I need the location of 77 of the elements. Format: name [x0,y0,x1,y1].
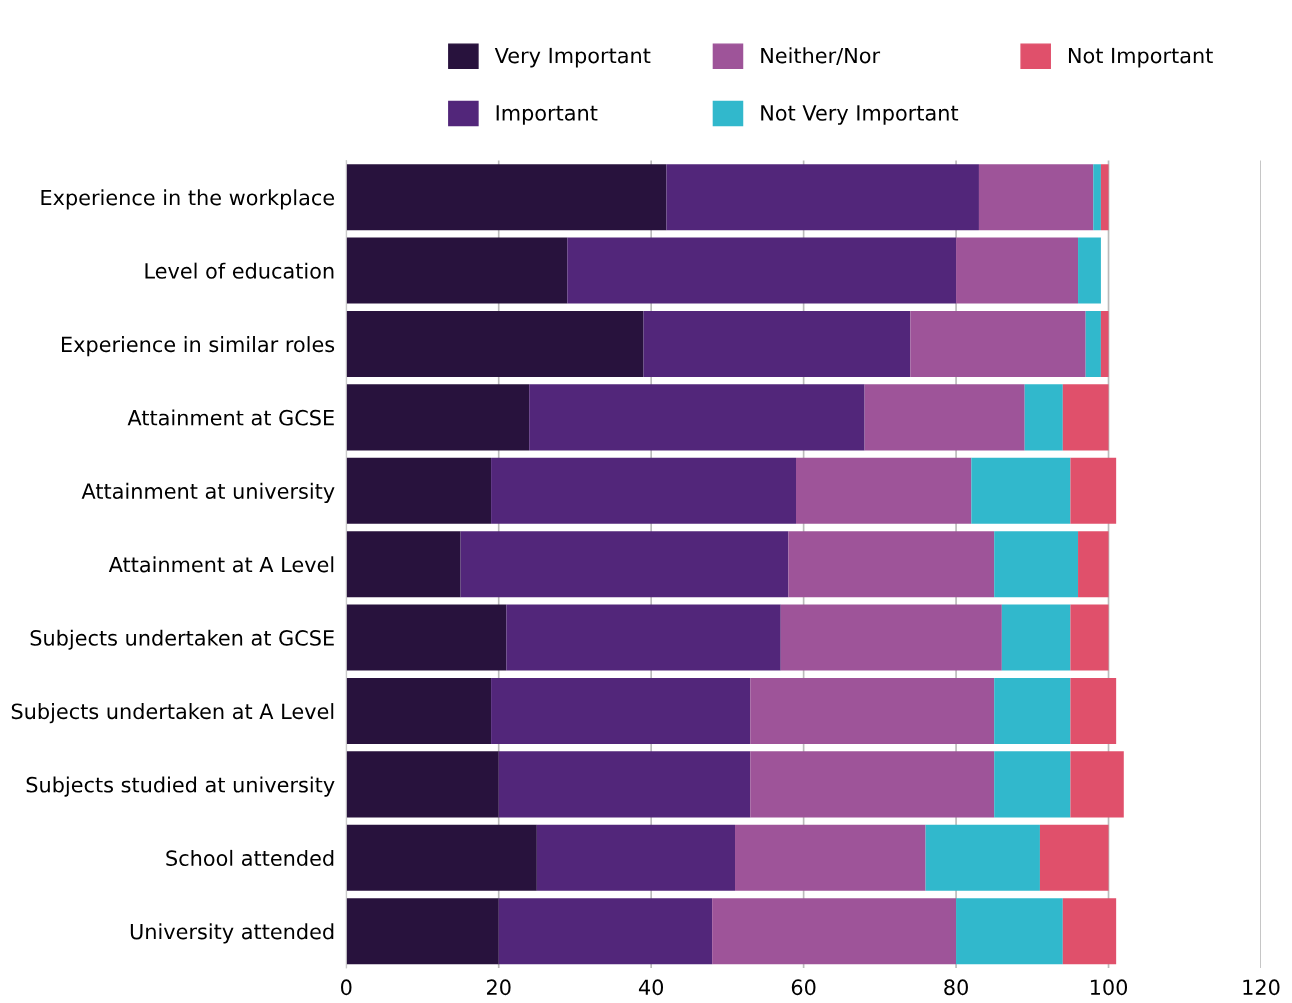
bar [1078,531,1109,598]
legend-label: Not Important [1068,47,1213,68]
bar [498,751,751,818]
x-tick-label: 60 [791,979,816,996]
bar [346,164,667,231]
bar [712,898,957,965]
bar [994,751,1071,818]
y-tick-label: Level of education [145,262,334,279]
bar [1100,164,1109,231]
y-tick-label: Subjects undertaken at GCSE [30,629,334,650]
bar [506,604,781,671]
x-tick-label: 80 [944,979,968,996]
bar [346,384,530,451]
bar [643,310,911,378]
bar [346,824,537,891]
bar [498,898,713,965]
bar [346,531,461,598]
y-tick-label: Attainment at university [81,482,335,504]
bar [1093,164,1101,231]
bar [994,531,1079,598]
bar [1100,310,1109,378]
legend-label: Not Very Important [761,105,959,125]
bar [1070,604,1109,671]
bar [346,457,492,524]
y-tick-label: University attended [130,923,334,944]
bar [567,237,957,304]
bar [780,604,1002,671]
bar [978,164,1094,231]
x-tick-label: 100 [1090,979,1128,996]
bar [666,164,979,231]
bar [750,751,995,818]
bar [971,457,1071,524]
bar [1039,824,1109,891]
bar [346,751,499,818]
bar [864,384,1025,451]
legend-label: Neither/Nor [761,47,881,66]
bar [1070,751,1124,818]
bar [346,898,499,965]
y-tick-label: Subjects undertaken at A Level [11,703,334,724]
bar [994,677,1071,745]
bar [1062,384,1109,451]
bar [529,384,865,451]
y-tick-label: Attainment at GCSE [127,409,334,426]
y-tick-label: Experience in similar roles [62,336,335,357]
bar [910,310,1086,378]
bar [956,898,1063,965]
bar [460,531,789,598]
bar [346,237,568,304]
bar [1078,237,1101,304]
x-tick-label: 40 [638,979,664,996]
bar [1062,898,1117,965]
bar [1085,310,1101,378]
x-tick-label: 0 [341,979,352,996]
bar [1024,384,1063,451]
bar [925,824,1040,891]
bar [346,310,644,378]
bar [346,677,492,745]
bar [796,457,972,524]
bar [346,604,507,671]
bar [1001,604,1071,671]
bar [788,531,995,598]
bar [735,824,926,891]
x-tick-label: 120 [1243,979,1280,996]
y-tick-label: Subjects studied at university [26,776,335,797]
y-tick-label: Experience in the workplace [41,189,335,210]
legend-label: Important [496,105,598,125]
bar [1070,457,1117,524]
bar [491,457,796,524]
legend-label: Very Important [494,47,651,68]
y-tick-label: Attainment at A Level [108,556,334,573]
bar [536,824,736,891]
x-tick-label: 20 [486,979,511,996]
bar [956,237,1079,304]
bar [1070,677,1117,745]
y-tick-label: School attended [166,849,334,866]
bar [750,677,995,745]
bar [491,677,751,745]
